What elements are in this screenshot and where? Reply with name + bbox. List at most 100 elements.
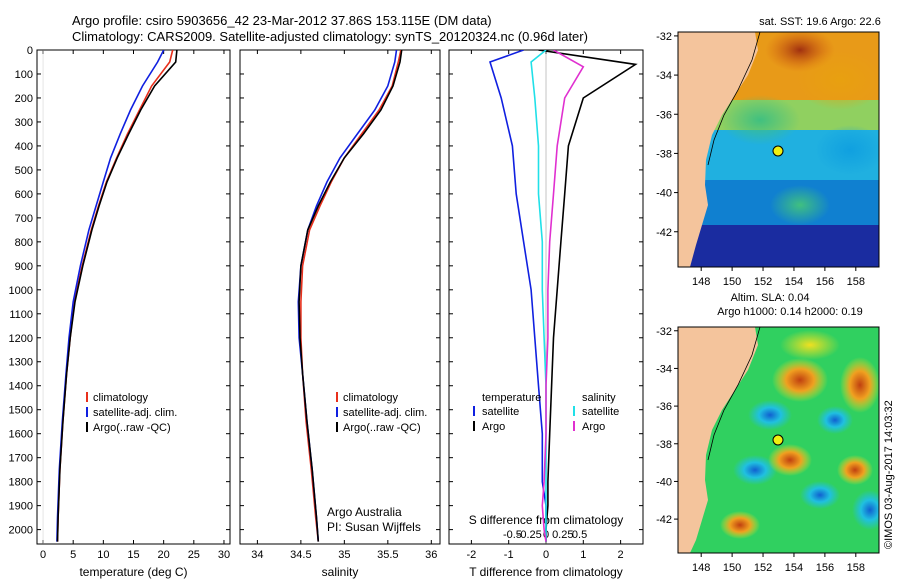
sla_map-xtick-label: 148 <box>692 562 710 574</box>
difference-xtick-label: 0 <box>543 549 549 561</box>
difference-s-tick-label: -0.5 <box>503 529 522 541</box>
difference-xtick-label: -2 <box>466 549 476 561</box>
salinity-legend-label: climatology <box>343 392 399 404</box>
depth-ytick-label: 1700 <box>9 453 33 465</box>
sla_map-xtick-label: 158 <box>847 562 865 574</box>
depth-ytick-label: 900 <box>15 261 33 273</box>
sst-land <box>678 32 758 267</box>
salinity-xtick-label: 34 <box>251 549 263 561</box>
temperature-xtick-label: 5 <box>70 549 76 561</box>
sla_map-ytick-label: -40 <box>656 476 672 488</box>
difference-series-temperature-satellite <box>489 50 547 542</box>
sla_map-ytick-label: -32 <box>656 326 672 338</box>
depth-ytick-label: 600 <box>15 189 33 201</box>
figure-title-line1: Argo profile: csiro 5903656_42 23-Mar-20… <box>72 13 492 28</box>
sst-argo-marker <box>772 145 784 157</box>
temperature-xtick-label: 20 <box>158 549 170 561</box>
diff-legend-label-s: satellite <box>582 406 619 418</box>
depth-ytick-label: 100 <box>15 69 33 81</box>
temperature-xtick-label: 10 <box>97 549 109 561</box>
sla-map-subtitle: Argo h1000: 0.14 h2000: 0.19 <box>717 306 863 318</box>
depth-ytick-label: 1600 <box>9 429 33 441</box>
temperature-series-argo-raw-qc- <box>56 50 178 542</box>
sst_map-xtick-label: 148 <box>692 276 710 288</box>
salinity-series-argo-raw-qc- <box>298 50 403 542</box>
salinity-series-climatology <box>300 50 402 542</box>
sst_map-ytick-label: -34 <box>656 70 672 82</box>
temperature-legend-label: Argo(..raw -QC) <box>93 422 171 434</box>
sla_map-xtick-label: 152 <box>754 562 772 574</box>
salinity-legend-label: satellite-adj. clim. <box>343 407 427 419</box>
sst_map-xtick-label: 152 <box>754 276 772 288</box>
depth-ytick-label: 800 <box>15 237 33 249</box>
salinity-xlabel: salinity <box>322 565 359 579</box>
sst_map-ytick-label: -42 <box>656 227 672 239</box>
depth-ytick-label: 200 <box>15 93 33 105</box>
difference-series-salinity-argo <box>541 50 585 542</box>
depth-ytick-label: 400 <box>15 141 33 153</box>
salinity-series-satellite-adj-clim- <box>297 50 398 542</box>
temperature-legend-label: climatology <box>93 392 149 404</box>
difference-series-salinity-satellite <box>530 50 547 542</box>
depth-ytick-label: 700 <box>15 213 33 225</box>
salinity-legend-label: Argo(..raw -QC) <box>343 422 421 434</box>
sst_map-ytick-label: -40 <box>656 188 672 200</box>
diff-legend-label-s: Argo <box>582 421 605 433</box>
depth-ytick-label: 1400 <box>9 381 33 393</box>
depth-ytick-label: 500 <box>15 165 33 177</box>
temperature-legend-label: satellite-adj. clim. <box>93 407 177 419</box>
temperature-xtick-label: 30 <box>218 549 230 561</box>
figure-title-line2: Climatology: CARS2009. Satellite-adjuste… <box>72 29 588 44</box>
sla-map-title: Altim. SLA: 0.04 <box>731 292 810 304</box>
sla_map-xtick-label: 156 <box>816 562 834 574</box>
credit-org: Argo Australia <box>327 505 402 519</box>
sla_map-xtick-label: 150 <box>723 562 741 574</box>
difference-s-tick-label: -0.25 <box>517 529 542 541</box>
sla-land <box>678 327 758 553</box>
diff-legend-title-t: temperature <box>482 392 541 404</box>
difference-xtick-label: 2 <box>618 549 624 561</box>
sla_map-ytick-label: -34 <box>656 363 672 375</box>
sla_map-xtick-label: 154 <box>785 562 803 574</box>
credit-pi: PI: Susan Wijffels <box>327 520 421 534</box>
diff-legend-title-s: salinity <box>582 392 616 404</box>
depth-ytick-label: 1200 <box>9 333 33 345</box>
depth-ytick-label: 1300 <box>9 357 33 369</box>
depth-ytick-label: 300 <box>15 117 33 129</box>
diff-legend-label-t: Argo <box>482 421 505 433</box>
depth-ytick-label: 1800 <box>9 477 33 489</box>
difference-xlabel: T difference from climatology <box>469 565 623 579</box>
temperature-xlabel: temperature (deg C) <box>79 565 187 579</box>
depth-ytick-label: 1000 <box>9 285 33 297</box>
sla_map-ytick-label: -36 <box>656 401 672 413</box>
difference-series-temperature-argo <box>538 50 638 542</box>
temperature-xtick-label: 0 <box>40 549 46 561</box>
sla-map <box>677 326 880 554</box>
depth-ytick-label: 1100 <box>9 309 33 321</box>
difference-xtick-label: -1 <box>504 549 514 561</box>
sst_map-xtick-label: 156 <box>816 276 834 288</box>
sst_map-xtick-label: 154 <box>785 276 803 288</box>
salinity-xtick-label: 35 <box>338 549 350 561</box>
sst_map-xtick-label: 158 <box>847 276 865 288</box>
timestamp-stamp: ©IMOS 03-Aug-2017 14:03:32 <box>883 400 895 549</box>
salinity-xtick-label: 35.5 <box>377 549 398 561</box>
difference-s-tick-label: 0.25 <box>552 529 573 541</box>
temperature-xtick-label: 25 <box>188 549 200 561</box>
depth-ytick-label: 2000 <box>9 525 33 537</box>
sla_map-ytick-label: -38 <box>656 439 672 451</box>
difference-xtick-label: 1 <box>580 549 586 561</box>
temperature-series-satellite-adj-clim- <box>56 50 165 542</box>
depth-ytick-label: 0 <box>27 45 33 57</box>
sst_map-ytick-label: -32 <box>656 31 672 43</box>
sla_map-ytick-label: -42 <box>656 514 672 526</box>
depth-ytick-label: 1900 <box>9 501 33 513</box>
salinity-axes-frame <box>239 49 441 545</box>
diff-legend-label-t: satellite <box>482 406 519 418</box>
difference-s-tick-label: 0.5 <box>572 529 587 541</box>
sst-map-title: sat. SST: 19.6 Argo: 22.6 <box>759 16 881 28</box>
sst_map-xtick-label: 150 <box>723 276 741 288</box>
sst_map-ytick-label: -38 <box>656 148 672 160</box>
salinity-xtick-label: 34.5 <box>290 549 311 561</box>
